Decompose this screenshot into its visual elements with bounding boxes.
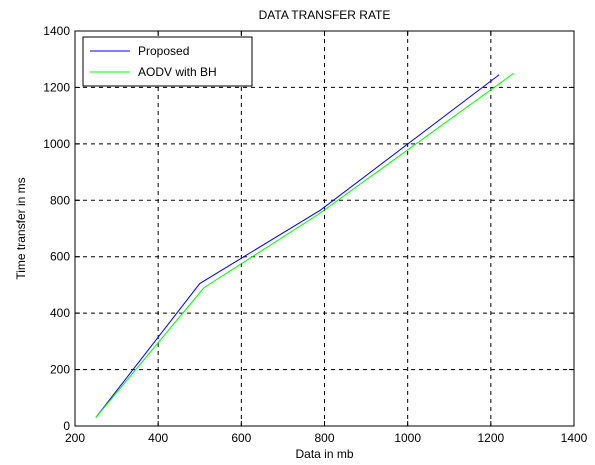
y-tick-label: 400 [50,306,70,320]
x-tick-label: 800 [314,431,334,445]
x-axis-title: Data in mb [295,447,353,461]
y-tick-label: 800 [50,193,70,207]
legend: Proposed AODV with BH [82,36,253,87]
y-tick-label: 0 [63,419,70,433]
y-tick-label: 200 [50,363,70,377]
legend-label-1: Proposed [138,44,189,58]
y-tick-label: 1200 [43,80,70,94]
x-tick-label: 200 [65,431,85,445]
y-tick-label: 1400 [43,24,70,38]
grid [75,31,574,426]
x-tick-label: 1400 [561,431,588,445]
chart-title: DATA TRANSFER RATE [259,8,391,22]
series-line-1 [95,74,500,418]
x-tick-label: 400 [148,431,168,445]
legend-items: Proposed AODV with BH [90,44,217,79]
y-tick-label: 600 [50,250,70,264]
series-lines [95,72,514,418]
axis-ticks: 200 400 600 800 1000 1200 14000200400600800100… [43,24,587,445]
y-axis-title: Time transfer in ms [14,177,28,279]
legend-label-2: AODV with BH [138,65,217,79]
x-tick-label: 1200 [477,431,504,445]
x-tick-label: 1000 [394,431,421,445]
series-line-2 [95,72,514,418]
legend-box [82,36,253,87]
y-tick-label: 1000 [43,137,70,151]
x-tick-label: 600 [231,431,251,445]
